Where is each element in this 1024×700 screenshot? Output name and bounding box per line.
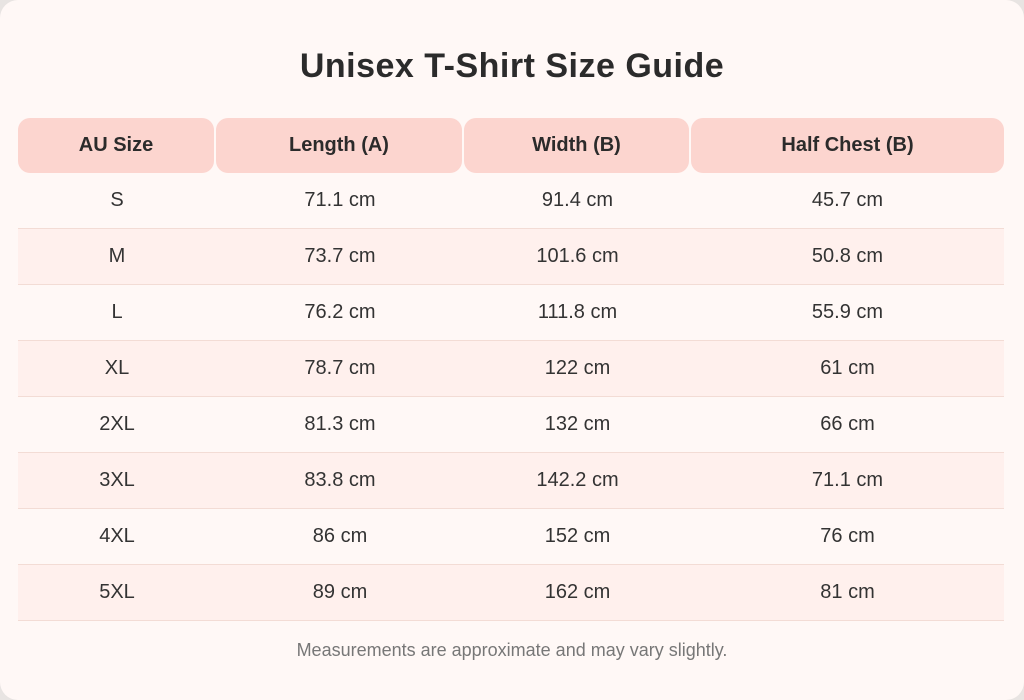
cell-half-chest: 61 cm <box>820 357 875 379</box>
table-row: 4XL 86 cm 152 cm 76 cm <box>18 509 1004 565</box>
cell-size: M <box>108 245 126 267</box>
cell-size: L <box>111 301 123 323</box>
cell-width: 101.6 cm <box>536 245 619 267</box>
cell-half-chest: 55.9 cm <box>811 301 884 323</box>
cell-half-chest: 66 cm <box>820 413 875 435</box>
cell-length: 89 cm <box>312 581 368 603</box>
header-half-chest: Half Chest (B) <box>691 118 1004 173</box>
cell-length: 76.2 cm <box>304 301 376 323</box>
table-row: 3XL 83.8 cm 142.2 cm 71.1 cm <box>18 453 1004 509</box>
cell-width: 122 cm <box>544 357 611 379</box>
page-title: Unisex T-Shirt Size Guide <box>299 47 725 85</box>
table-row: M 73.7 cm 101.6 cm 50.8 cm <box>18 229 1004 285</box>
cell-size: 2XL <box>99 413 135 435</box>
cell-width: 142.2 cm <box>536 469 619 491</box>
cell-size: XL <box>104 357 130 379</box>
cell-half-chest: 50.8 cm <box>811 245 884 267</box>
cell-half-chest: 76 cm <box>820 525 875 547</box>
cell-width: 132 cm <box>544 413 611 435</box>
cell-width: 91.4 cm <box>541 189 614 211</box>
cell-width: 111.8 cm <box>537 301 618 323</box>
header-width: Width (B) <box>464 118 689 173</box>
header-au-size: AU Size <box>18 118 214 173</box>
table-row: S 71.1 cm 91.4 cm 45.7 cm <box>18 173 1004 229</box>
table-row: 5XL 89 cm 162 cm 81 cm <box>18 565 1004 621</box>
cell-length: 73.7 cm <box>304 245 376 267</box>
table-row: L 76.2 cm 111.8 cm 55.9 cm <box>18 285 1004 341</box>
cell-length: 71.1 cm <box>304 189 376 211</box>
cell-length: 86 cm <box>312 525 368 547</box>
cell-size: 4XL <box>99 525 135 547</box>
header-length: Length (A) <box>216 118 462 173</box>
cell-width: 152 cm <box>544 525 611 547</box>
table-row: 2XL 81.3 cm 132 cm 66 cm <box>18 397 1004 453</box>
table-row: XL 78.7 cm 122 cm 61 cm <box>18 341 1004 397</box>
cell-length: 81.3 cm <box>304 413 376 435</box>
cell-half-chest: 45.7 cm <box>811 189 884 211</box>
table-header: AU Size Length (A) Width (B) Half Chest … <box>18 118 1004 173</box>
cell-length: 83.8 cm <box>304 469 376 491</box>
cell-size: 5XL <box>99 581 135 603</box>
cell-half-chest: 81 cm <box>820 581 875 603</box>
cell-size: S <box>110 189 124 211</box>
cell-half-chest: 71.1 cm <box>811 469 884 491</box>
cell-length: 78.7 cm <box>304 357 376 379</box>
cell-width: 162 cm <box>544 581 611 603</box>
footnote: Measurements are approximate and may var… <box>296 640 728 660</box>
size-table: AU Size Length (A) Width (B) Half Chest … <box>18 118 1004 621</box>
cell-size: 3XL <box>99 469 135 491</box>
